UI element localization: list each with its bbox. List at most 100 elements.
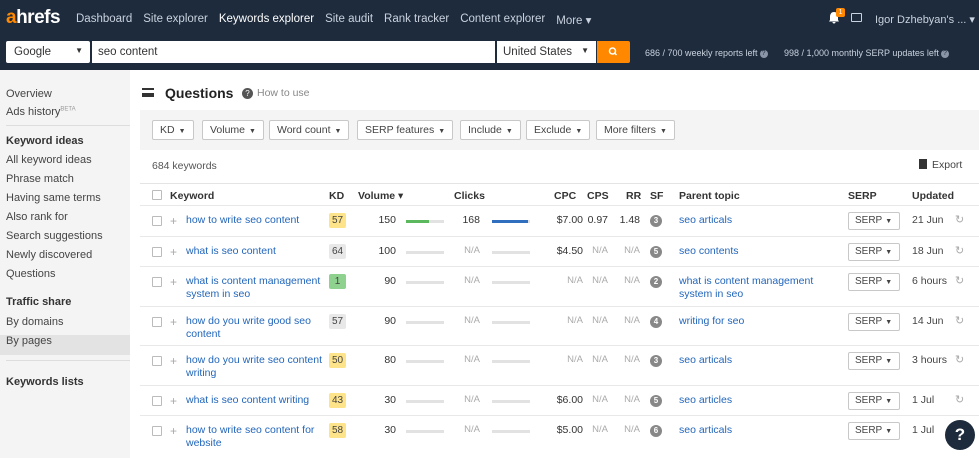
parent-topic-link[interactable]: seo articals bbox=[679, 424, 733, 436]
nav-site-explorer[interactable]: Site explorer bbox=[143, 13, 208, 25]
sidebar-item-by-pages[interactable]: By pages bbox=[6, 335, 52, 347]
add-to-list-icon[interactable]: + bbox=[170, 214, 178, 228]
add-to-list-icon[interactable]: + bbox=[170, 275, 178, 289]
serp-button[interactable]: SERP ▼ bbox=[848, 422, 900, 440]
parent-topic-link[interactable]: seo articles bbox=[679, 394, 733, 406]
filter-volume[interactable]: Volume ▼ bbox=[202, 120, 264, 140]
parent-topic-link[interactable]: seo contents bbox=[679, 245, 739, 257]
keyword-link[interactable]: how to write seo content for website bbox=[186, 424, 315, 449]
filter-more[interactable]: More filters ▼ bbox=[596, 120, 675, 140]
filter-include[interactable]: Include ▼ bbox=[460, 120, 521, 140]
kd-badge: 1 bbox=[329, 274, 346, 289]
table-row: + what is content management system in se… bbox=[140, 266, 979, 306]
refresh-icon[interactable]: ↻ bbox=[955, 394, 965, 406]
add-to-list-icon[interactable]: + bbox=[170, 315, 178, 329]
sidebar-item-ads-history[interactable]: Ads historyBETA bbox=[6, 106, 76, 118]
refresh-icon[interactable]: ↻ bbox=[955, 275, 965, 287]
col-parent-topic[interactable]: Parent topic bbox=[679, 190, 740, 202]
sidebar-heading-keywords-lists[interactable]: Keywords lists bbox=[6, 376, 84, 388]
serp-button[interactable]: SERP ▼ bbox=[848, 273, 900, 291]
how-to-use-link[interactable]: ? How to use bbox=[242, 87, 310, 99]
row-checkbox[interactable] bbox=[152, 426, 162, 436]
country-select[interactable]: United States ▼ bbox=[497, 41, 596, 63]
nav-more-menu[interactable]: More ▾ bbox=[556, 15, 592, 27]
col-keyword[interactable]: Keyword bbox=[170, 190, 215, 202]
col-clicks[interactable]: Clicks bbox=[454, 190, 485, 202]
refresh-icon[interactable]: ↻ bbox=[955, 315, 965, 327]
refresh-icon[interactable]: ↻ bbox=[955, 214, 965, 226]
refresh-icon[interactable]: ↻ bbox=[955, 245, 965, 257]
serp-button[interactable]: SERP ▼ bbox=[848, 243, 900, 261]
filter-kd[interactable]: KD ▼ bbox=[152, 120, 194, 140]
filter-word-count[interactable]: Word count ▼ bbox=[269, 120, 350, 140]
sidebar-item-newly-discovered[interactable]: Newly discovered bbox=[6, 249, 93, 261]
nav-rank-tracker[interactable]: Rank tracker bbox=[384, 13, 450, 25]
serp-button[interactable]: SERP ▼ bbox=[848, 212, 900, 230]
export-button[interactable]: Export bbox=[919, 159, 962, 171]
row-checkbox[interactable] bbox=[152, 396, 162, 406]
parent-topic-link[interactable]: seo articals bbox=[679, 214, 733, 226]
keyword-link[interactable]: how do you write seo content writing bbox=[186, 354, 322, 379]
sidebar-item-having-same-terms[interactable]: Having same terms bbox=[6, 192, 101, 204]
row-checkbox[interactable] bbox=[152, 277, 162, 287]
row-checkbox[interactable] bbox=[152, 356, 162, 366]
sidebar-item-all-keyword-ideas[interactable]: All keyword ideas bbox=[6, 154, 92, 166]
help-icon[interactable]: ? bbox=[759, 49, 768, 58]
parent-topic-link[interactable]: seo articals bbox=[679, 354, 733, 366]
col-volume[interactable]: Volume ▾ bbox=[358, 190, 404, 202]
sidebar-item-phrase-match[interactable]: Phrase match bbox=[6, 173, 74, 185]
keyword-link[interactable]: what is seo content writing bbox=[186, 394, 310, 406]
user-menu[interactable]: Igor Dzhebyan's ... ▾ bbox=[875, 14, 975, 26]
help-chat-button[interactable]: ? bbox=[945, 420, 975, 450]
serp-features-icon[interactable]: 4 bbox=[650, 316, 662, 328]
add-to-list-icon[interactable]: + bbox=[170, 245, 178, 259]
monitor-icon[interactable] bbox=[851, 13, 862, 22]
col-kd[interactable]: KD bbox=[329, 190, 345, 202]
filter-exclude[interactable]: Exclude ▼ bbox=[526, 120, 591, 140]
keyword-search-input[interactable]: seo content bbox=[92, 41, 495, 63]
parent-topic-link[interactable]: what is content management system in seo bbox=[679, 275, 814, 300]
help-icon[interactable]: ? bbox=[940, 49, 949, 58]
serp-button[interactable]: SERP ▼ bbox=[848, 313, 900, 331]
parent-topic-link[interactable]: writing for seo bbox=[679, 315, 745, 327]
sidebar-item-also-rank-for[interactable]: Also rank for bbox=[6, 211, 68, 223]
nav-dashboard[interactable]: Dashboard bbox=[76, 13, 133, 25]
nav-keywords-explorer[interactable]: Keywords explorer bbox=[218, 13, 315, 25]
serp-features-icon[interactable]: 5 bbox=[650, 246, 662, 258]
keyword-link[interactable]: what is seo content bbox=[186, 245, 276, 257]
search-button[interactable] bbox=[597, 41, 630, 63]
serp-features-icon[interactable]: 3 bbox=[650, 355, 662, 367]
select-all-checkbox[interactable] bbox=[152, 190, 162, 200]
serp-features-icon[interactable]: 5 bbox=[650, 395, 662, 407]
refresh-icon[interactable]: ↻ bbox=[955, 354, 965, 366]
serp-button[interactable]: SERP ▼ bbox=[848, 392, 900, 410]
keyword-link[interactable]: how to write seo content bbox=[186, 214, 300, 226]
col-sf[interactable]: SF bbox=[650, 190, 664, 202]
add-to-list-icon[interactable]: + bbox=[170, 424, 178, 438]
row-checkbox[interactable] bbox=[152, 216, 162, 226]
col-cps[interactable]: CPS bbox=[587, 190, 609, 202]
serp-features-icon[interactable]: 3 bbox=[650, 215, 662, 227]
row-checkbox[interactable] bbox=[152, 247, 162, 257]
col-rr[interactable]: RR bbox=[626, 190, 642, 202]
col-cpc[interactable]: CPC bbox=[554, 190, 577, 202]
filter-serp-features[interactable]: SERP features ▼ bbox=[357, 120, 454, 140]
nav-site-audit[interactable]: Site audit bbox=[325, 13, 374, 25]
sidebar-item-search-suggestions[interactable]: Search suggestions bbox=[6, 230, 103, 242]
sidebar-item-by-domains[interactable]: By domains bbox=[6, 316, 64, 328]
serp-features-icon[interactable]: 2 bbox=[650, 276, 662, 288]
serp-button[interactable]: SERP ▼ bbox=[848, 352, 900, 370]
row-checkbox[interactable] bbox=[152, 317, 162, 327]
keyword-link[interactable]: how do you write good seo content bbox=[186, 315, 311, 340]
keyword-link[interactable]: what is content management system in seo bbox=[186, 275, 321, 300]
col-updated[interactable]: Updated bbox=[912, 190, 954, 202]
sidebar-item-overview[interactable]: Overview bbox=[6, 88, 52, 100]
ahrefs-logo[interactable]: ahrefs bbox=[6, 7, 61, 28]
search-engine-select[interactable]: Google ▼ bbox=[6, 41, 90, 63]
add-to-list-icon[interactable]: + bbox=[170, 394, 178, 408]
nav-content-explorer[interactable]: Content explorer bbox=[460, 13, 546, 25]
serp-features-icon[interactable]: 6 bbox=[650, 425, 662, 437]
sidebar-item-questions[interactable]: Questions bbox=[6, 268, 56, 280]
menu-icon[interactable] bbox=[142, 88, 154, 97]
add-to-list-icon[interactable]: + bbox=[170, 354, 178, 368]
